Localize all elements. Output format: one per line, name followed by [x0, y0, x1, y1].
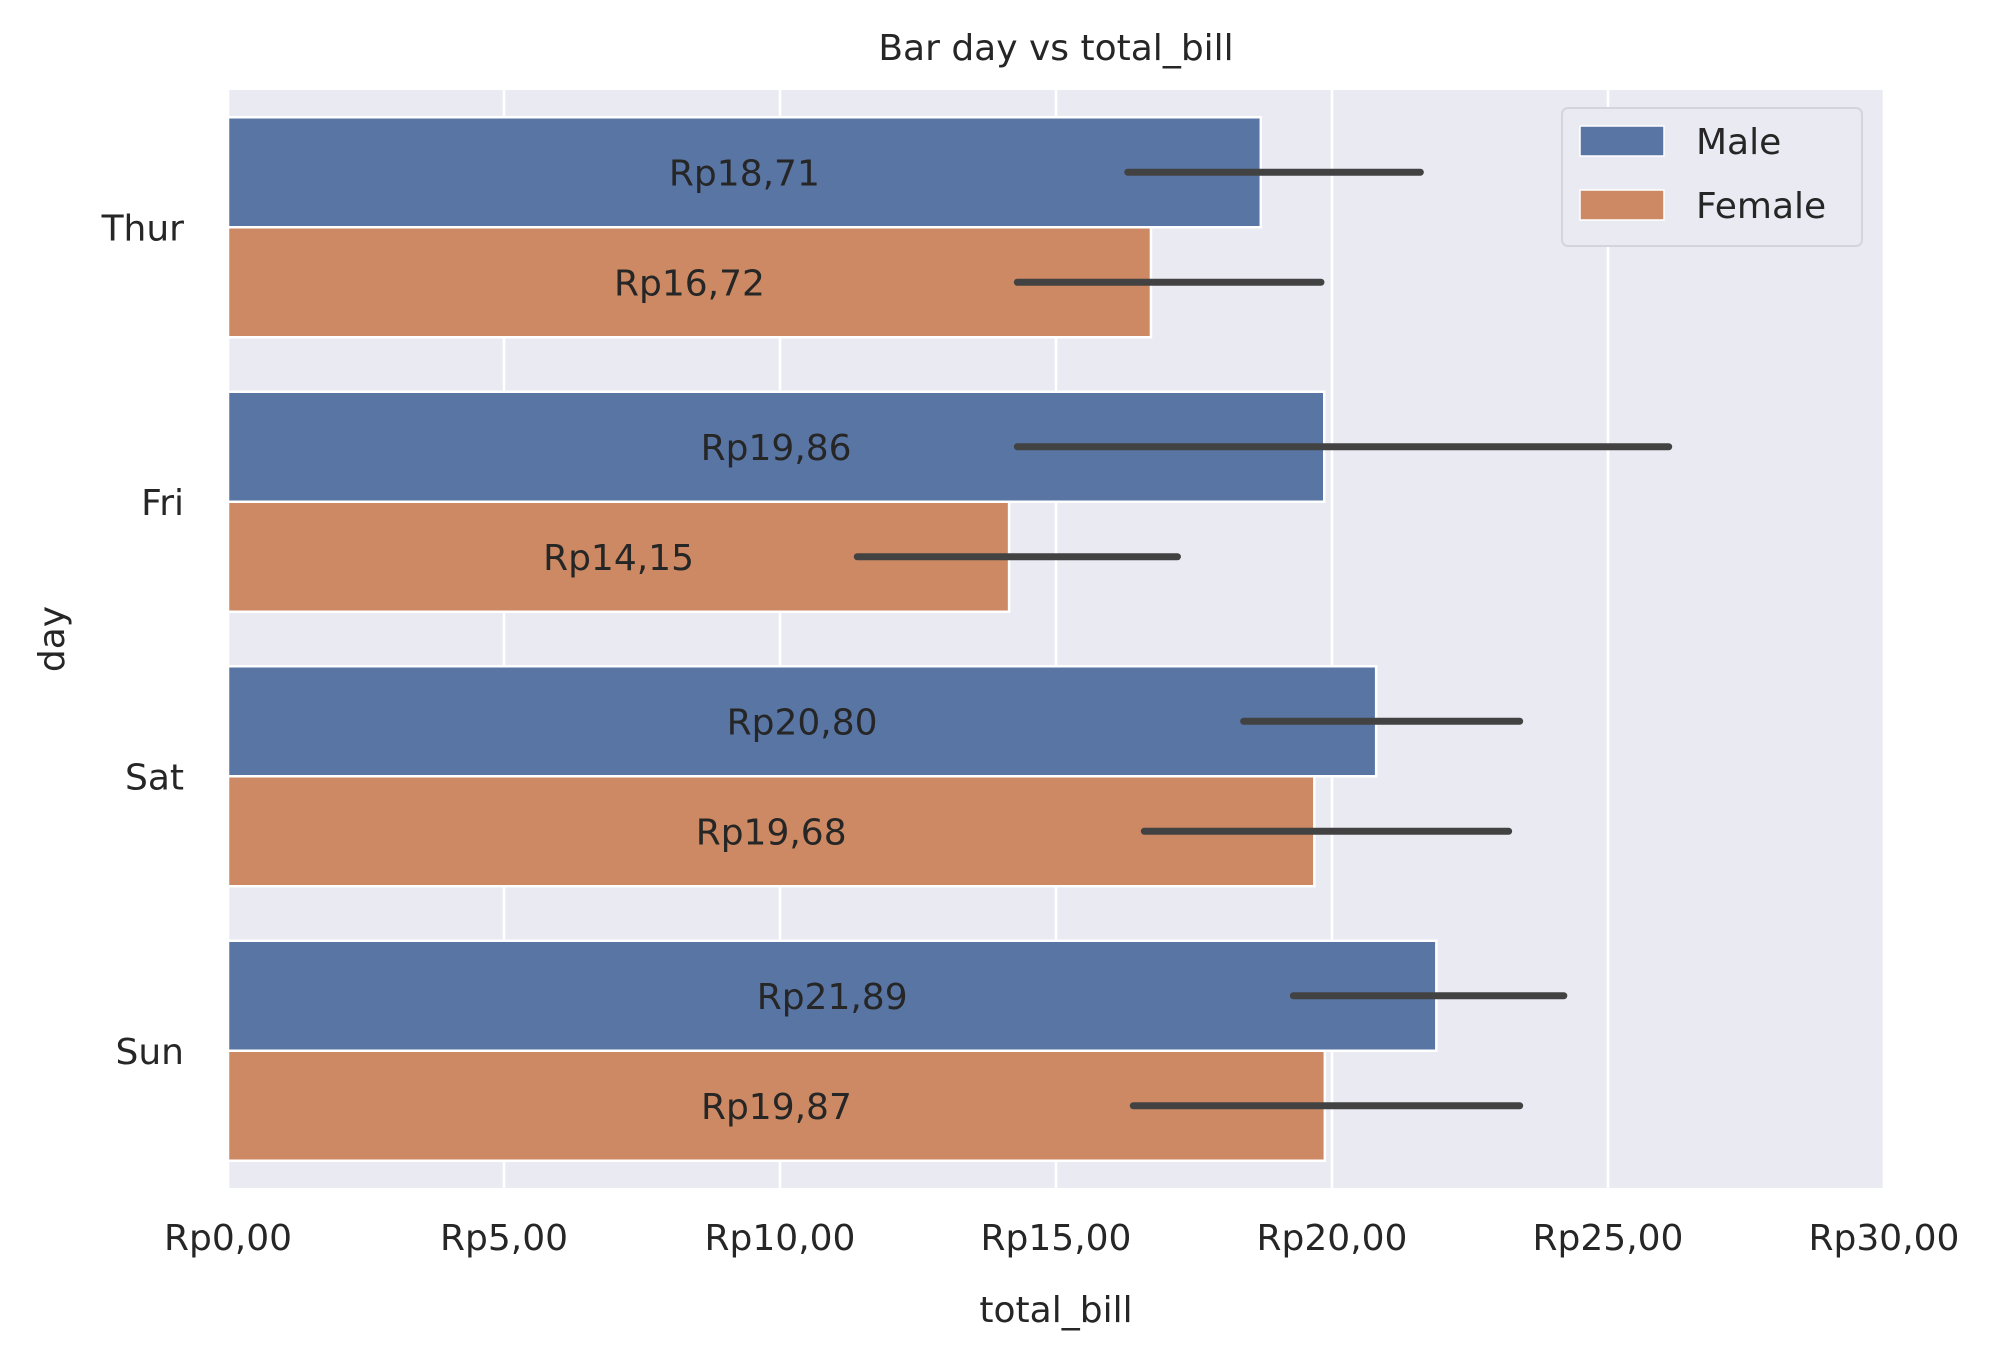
bar-value-label: Rp19,68 [696, 812, 847, 853]
legend-swatch-male [1579, 125, 1665, 157]
bar-female-thur [226, 226, 1153, 339]
y-tick-labels: Thur Fri Sat Sun [101, 208, 185, 1073]
y-tick-label: Sat [125, 757, 184, 798]
bar-labels: Rp18,71 Rp19,86 Rp20,80 Rp21,89 Rp16,72 Rp14,… [543, 153, 908, 1128]
x-tick-label: Rp25,00 [1533, 1218, 1684, 1259]
x-tick-label: Rp30,00 [1809, 1218, 1960, 1259]
y-tick-label: Sun [116, 1032, 184, 1073]
chart-title: Bar day vs total_bill [878, 28, 1233, 69]
legend: Male Female [1561, 107, 1863, 247]
legend-label-female: Female [1696, 186, 1826, 227]
bars [226, 116, 1438, 1162]
bar-value-label: Rp19,86 [701, 428, 852, 469]
x-tick-labels: Rp0,00 Rp5,00 Rp10,00 Rp15,00 Rp20,00 Rp25,00… [164, 1218, 1959, 1259]
x-axis-label: total_bill [979, 1290, 1132, 1331]
x-tick-label: Rp5,00 [440, 1218, 568, 1259]
bar-value-label: Rp18,71 [669, 153, 820, 194]
y-tick-label: Thur [101, 208, 185, 249]
bar-value-label: Rp20,80 [727, 702, 878, 743]
bar-male-sun [226, 939, 1438, 1052]
x-tick-label: Rp20,00 [1257, 1218, 1408, 1259]
legend-label-male: Male [1696, 122, 1781, 163]
x-tick-label: Rp15,00 [981, 1218, 1132, 1259]
y-axis-label: day [32, 606, 73, 672]
bar-value-label: Rp19,87 [701, 1087, 852, 1128]
legend-swatch-female [1579, 189, 1665, 221]
x-tick-label: Rp10,00 [705, 1218, 856, 1259]
bar-value-label: Rp21,89 [757, 977, 908, 1018]
bar-value-label: Rp14,15 [543, 538, 694, 579]
x-tick-label: Rp0,00 [164, 1218, 292, 1259]
bar-value-label: Rp16,72 [614, 263, 765, 304]
y-tick-label: Fri [141, 483, 184, 524]
bar-female-sat [226, 775, 1316, 888]
error-bars [853, 168, 1673, 1110]
